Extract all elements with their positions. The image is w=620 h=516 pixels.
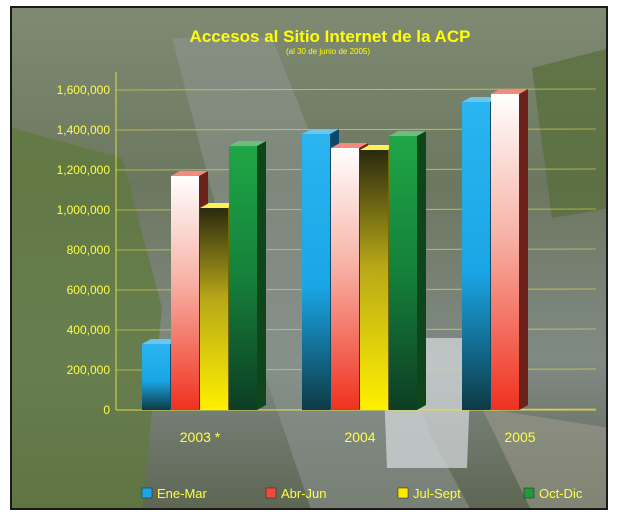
y-tick-label: 1,000,000 xyxy=(57,203,111,217)
bar-chart: Accesos al Sitio Internet de la ACP (al … xyxy=(12,8,606,508)
y-axis-tick-labels: 0 200,000 400,000 600,000 800,000 1,000,000 1,… xyxy=(57,83,111,417)
legend-item-oct-dic: Oct-Dic xyxy=(523,486,583,501)
y-tick-label: 1,200,000 xyxy=(57,163,111,177)
y-tick-label: 0 xyxy=(103,403,110,417)
legend-swatch xyxy=(265,487,277,499)
y-tick-label: 400,000 xyxy=(67,323,111,337)
legend-label: Jul-Sept xyxy=(413,486,461,501)
bar-oct-dic-2003 xyxy=(229,141,266,410)
x-tick-label: 2003 * xyxy=(180,429,221,445)
legend-item-jul-sept: Jul-Sept xyxy=(397,486,461,501)
x-axis-tick-labels: 2003 * 2004 2005 xyxy=(180,429,536,445)
legend: Ene-Mar Abr-Jun Jul-Sept Oct-Dic xyxy=(141,486,583,501)
legend-label: Abr-Jun xyxy=(281,486,327,501)
background-hill-right xyxy=(532,49,606,218)
y-tick-label: 200,000 xyxy=(67,363,111,377)
chart-subtitle: (al 30 de junio de 2005) xyxy=(286,47,370,56)
legend-item-abr-jun: Abr-Jun xyxy=(265,486,327,501)
legend-label: Ene-Mar xyxy=(157,486,208,501)
bars-layer xyxy=(142,89,528,410)
chart-frame: Accesos al Sitio Internet de la ACP (al … xyxy=(10,6,608,510)
x-tick-label: 2005 xyxy=(504,429,535,445)
y-tick-label: 600,000 xyxy=(67,283,111,297)
x-tick-label: 2004 xyxy=(344,429,375,445)
legend-item-ene-mar: Ene-Mar xyxy=(141,486,208,501)
chart-title: Accesos al Sitio Internet de la ACP xyxy=(190,27,471,46)
legend-swatch xyxy=(523,487,535,499)
y-tick-label: 800,000 xyxy=(67,243,111,257)
bar-abr-jun-2005 xyxy=(491,89,528,410)
legend-swatch xyxy=(141,487,153,499)
background-lock-wall xyxy=(482,408,606,508)
legend-swatch xyxy=(397,487,409,499)
bar-oct-dic-2004 xyxy=(389,131,426,410)
y-tick-label: 1,600,000 xyxy=(57,83,111,97)
y-tick-label: 1,400,000 xyxy=(57,123,111,137)
legend-label: Oct-Dic xyxy=(539,486,583,501)
background-hill-left xyxy=(12,128,162,508)
